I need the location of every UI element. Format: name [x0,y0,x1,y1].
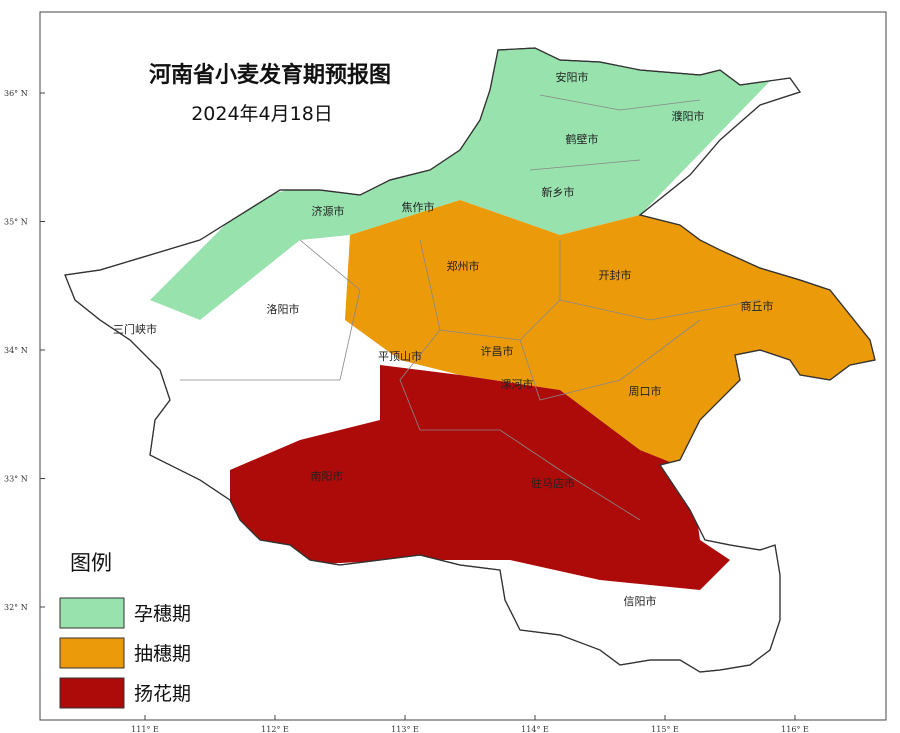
y-tick-label: 32° N [4,603,28,612]
city-label: 新乡市 [542,185,575,199]
legend-title: 图例 [70,551,112,575]
x-tick-label: 112° E [261,725,289,733]
y-tick-label: 34° N [4,346,28,355]
zone-flowering [230,365,730,590]
city-label: 驻马店市 [531,476,575,490]
y-tick-label: 33° N [4,475,28,484]
city-label: 开封市 [599,268,632,282]
legend-label: 孕穗期 [134,603,191,625]
legend-swatch [59,597,125,629]
city-label: 洛阳市 [267,302,300,316]
zone-booting [150,48,810,320]
legend-swatch [59,637,125,669]
legend-label: 抽穗期 [134,643,191,665]
y-tick-label: 36° N [4,89,28,98]
map-date: 2024年4月18日 [191,103,333,125]
city-label: 焦作市 [402,200,435,214]
city-label: 濮阳市 [672,109,705,123]
city-label: 济源市 [312,204,345,218]
city-label: 许昌市 [481,344,514,358]
x-tick-label: 111° E [131,725,159,733]
city-label: 平顶山市 [378,349,422,363]
city-label: 郑州市 [447,259,480,273]
city-label: 漯河市 [501,377,534,391]
legend-label: 扬花期 [134,683,191,705]
city-label: 信阳市 [624,594,657,608]
city-label: 安阳市 [556,70,589,84]
x-tick-label: 115° E [651,725,679,733]
province-outline [64,47,876,673]
city-label: 周口市 [629,384,662,398]
city-borders [180,94,761,521]
x-tick-label: 114° E [521,725,549,733]
city-label: 商丘市 [741,299,774,313]
y-tick-label: 35° N [4,218,28,227]
city-label: 南阳市 [311,469,344,483]
city-label: 三门峡市 [113,322,157,336]
city-label: 鹤壁市 [566,132,599,146]
map-frame [39,11,887,721]
x-tick-label: 116° E [781,725,809,733]
map-title: 河南省小麦发育期预报图 [149,62,391,88]
legend-swatch [59,677,125,709]
x-tick-label: 113° E [391,725,419,733]
axis-ticks: 111° E 112° E 113° E 114° E 115° E 116° E 36° … [4,89,809,733]
